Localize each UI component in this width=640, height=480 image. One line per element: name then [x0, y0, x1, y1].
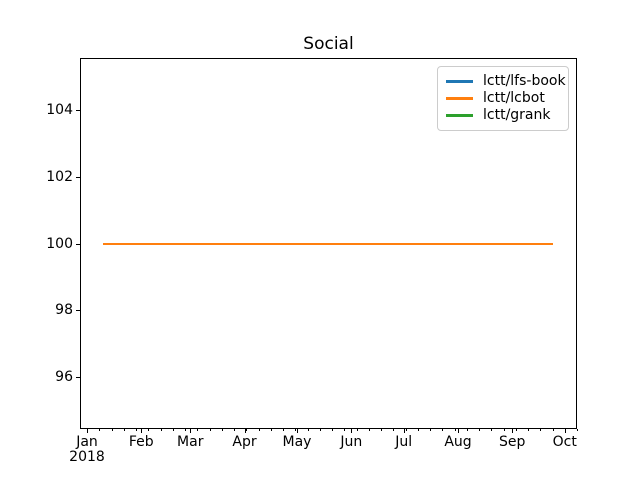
y-tick-mark [76, 310, 80, 312]
x-minor-tick-mark [430, 429, 431, 431]
x-axis-year-label: 2018 [69, 449, 105, 465]
x-minor-tick-mark [123, 429, 125, 431]
x-minor-tick-mark [270, 429, 272, 431]
x-minor-tick-mark [466, 429, 468, 431]
legend-label: lctt/lcbot [483, 90, 545, 106]
x-minor-tick-mark [540, 429, 542, 431]
x-minor-tick-mark [503, 429, 505, 431]
x-tick-label: Jul [395, 434, 413, 450]
x-tick-label: May [282, 434, 312, 450]
x-tick-label: Jun [340, 434, 363, 450]
x-tick-label: Oct [552, 434, 577, 450]
y-tick-label: 98 [55, 302, 73, 319]
y-tick-label: 100 [46, 235, 73, 252]
legend-label: lctt/lfs-book [483, 73, 566, 89]
x-tick-mark [190, 429, 192, 433]
x-minor-tick-mark [577, 429, 578, 431]
x-minor-tick-mark [393, 429, 395, 431]
y-tick-mark [76, 243, 80, 245]
x-minor-tick-mark [185, 429, 186, 431]
y-tick-mark [76, 376, 80, 378]
x-minor-tick-mark [111, 429, 113, 431]
x-tick-mark [458, 429, 459, 433]
x-tick-label: Apr [232, 434, 257, 450]
x-minor-tick-mark [209, 429, 211, 431]
legend: lctt/lfs-book lctt/lcbot lctt/grank [437, 66, 569, 131]
x-tick-label: Mar [177, 434, 204, 450]
legend-label: lctt/grank [483, 107, 551, 123]
x-minor-tick-mark [172, 429, 174, 431]
x-minor-tick-mark [258, 429, 260, 431]
legend-item: lctt/lcbot [446, 90, 559, 107]
legend-line-swatch-green [446, 114, 473, 117]
y-tick-mark [76, 176, 80, 178]
x-minor-tick-mark [136, 429, 137, 431]
legend-item: lctt/grank [446, 107, 559, 124]
x-minor-tick-mark [148, 429, 150, 431]
x-minor-tick-mark [283, 429, 284, 431]
x-minor-tick-mark [368, 429, 370, 431]
y-tick-label: 102 [46, 168, 73, 185]
x-tick-label: Jan [76, 434, 98, 450]
x-minor-tick-mark [234, 429, 235, 431]
x-minor-tick-mark [417, 429, 419, 431]
y-tick-label: 96 [55, 368, 73, 385]
x-tick-label: Feb [128, 434, 154, 450]
series-line-lcbot [102, 242, 553, 245]
x-minor-tick-mark [332, 429, 333, 431]
x-tick-mark [403, 429, 405, 433]
x-minor-tick-mark [319, 429, 321, 431]
x-minor-tick-mark [221, 429, 223, 431]
x-minor-tick-mark [479, 429, 480, 431]
x-minor-tick-mark [528, 429, 529, 431]
x-minor-tick-mark [160, 429, 162, 431]
x-tick-label: Sep [499, 434, 526, 450]
x-tick-label: Aug [444, 434, 472, 450]
x-tick-mark [244, 429, 246, 433]
x-tick-mark [564, 429, 566, 433]
x-minor-tick-mark [344, 429, 346, 431]
x-tick-mark [87, 429, 88, 433]
y-tick-label: 104 [46, 102, 73, 119]
x-minor-tick-mark [381, 429, 382, 431]
x-minor-tick-mark [99, 429, 101, 431]
x-minor-tick-mark [356, 429, 358, 431]
x-tick-mark [141, 429, 143, 433]
y-tick-mark [76, 110, 80, 112]
chart-title: Social [303, 34, 354, 54]
x-minor-tick-mark [197, 429, 199, 431]
x-minor-tick-mark [515, 429, 517, 431]
x-minor-tick-mark [454, 429, 456, 431]
x-tick-mark [351, 429, 353, 433]
x-tick-mark [297, 429, 298, 433]
x-minor-tick-mark [295, 429, 297, 431]
x-minor-tick-mark [246, 429, 248, 431]
x-minor-tick-mark [491, 429, 493, 431]
x-tick-mark [512, 429, 514, 433]
legend-line-swatch-orange [446, 97, 473, 100]
legend-item: lctt/lfs-book [446, 73, 566, 90]
x-minor-tick-mark [442, 429, 444, 431]
x-minor-tick-mark [405, 429, 407, 431]
x-minor-tick-mark [552, 429, 554, 431]
legend-line-swatch-blue [446, 80, 473, 83]
x-minor-tick-mark [307, 429, 309, 431]
